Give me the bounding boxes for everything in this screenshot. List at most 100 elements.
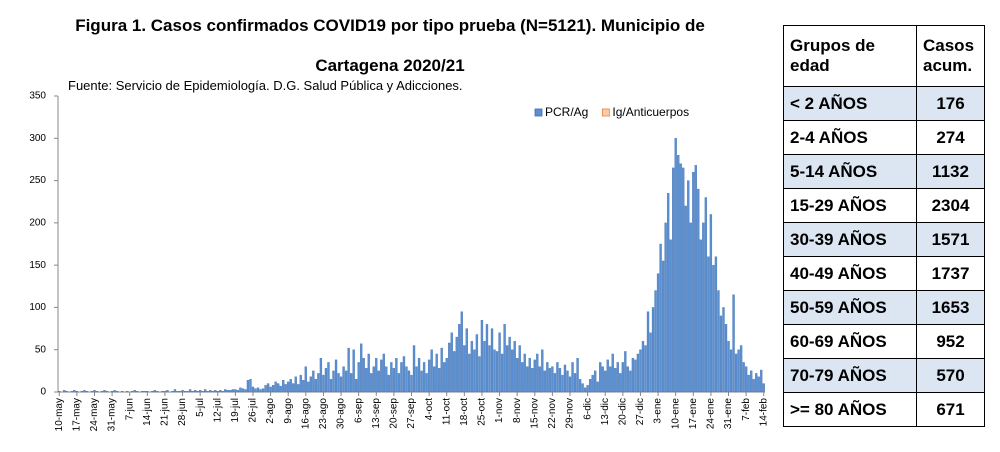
table-row: 60-69 AÑOS 952	[783, 324, 985, 359]
x-tick-label: 17-may	[72, 398, 83, 431]
bar	[287, 381, 290, 393]
table-cell: 274	[916, 120, 985, 155]
bar	[576, 358, 579, 393]
bar	[299, 374, 302, 393]
bar	[136, 391, 139, 393]
bar	[692, 171, 695, 393]
bar	[347, 347, 350, 393]
table-cell: 570	[916, 358, 985, 393]
bar	[684, 205, 687, 393]
table-row: 30-39 AÑOS 1571	[783, 222, 985, 257]
table-cell: 5-14 AÑOS	[783, 154, 917, 189]
bar	[586, 385, 589, 393]
bar	[566, 370, 569, 393]
bar	[422, 362, 426, 393]
table-cell: 1571	[916, 222, 985, 257]
bar	[312, 370, 315, 393]
x-tick-label: 4-oct	[424, 398, 435, 420]
bar	[750, 370, 753, 393]
bar	[488, 345, 491, 393]
bar	[556, 362, 559, 393]
x-tick-label: 23-ago	[318, 398, 329, 430]
x-tick-label: 11-oct	[441, 398, 452, 425]
x-tick-label: 20-sep	[389, 398, 400, 429]
legend-swatch	[534, 108, 543, 117]
bar	[611, 353, 614, 393]
bar	[216, 391, 219, 393]
table-cell: 40-49 AÑOS	[783, 256, 917, 291]
bar	[113, 390, 116, 393]
table-row: 40-49 AÑOS 1737	[783, 256, 985, 291]
x-tick-label: 21-jun	[160, 398, 171, 426]
bar	[319, 358, 323, 393]
bar	[679, 163, 682, 393]
table-row: 5-14 AÑOS 1132	[783, 154, 985, 189]
bar	[699, 239, 702, 393]
bar	[231, 389, 235, 393]
bar	[656, 273, 660, 393]
bar	[397, 373, 401, 393]
bar	[634, 359, 637, 393]
bar	[704, 197, 708, 393]
bar	[176, 391, 179, 393]
bar	[526, 366, 529, 393]
x-tick-label: 8-nov	[512, 398, 523, 423]
y-tick-label: 50	[35, 344, 47, 355]
bar	[516, 358, 519, 393]
table-row: 15-29 AÑOS 2304	[783, 188, 985, 223]
table-cell: 2304	[916, 188, 985, 223]
bar	[83, 390, 86, 393]
bar	[548, 368, 552, 393]
x-tick-label: 22-nov	[547, 398, 558, 429]
bar	[672, 167, 675, 393]
bar	[93, 390, 96, 393]
table-row: < 2 AÑOS 176	[783, 86, 985, 121]
x-tick-label: 27-sep	[406, 398, 417, 429]
bar	[510, 349, 514, 393]
bar	[682, 167, 685, 393]
x-tick-label: 3-ene	[653, 398, 664, 424]
bar	[432, 366, 436, 393]
bar	[73, 390, 76, 393]
bar	[327, 362, 330, 393]
bar	[621, 362, 625, 393]
bar	[375, 358, 378, 393]
bar	[475, 334, 479, 393]
bar	[224, 389, 227, 393]
table-header: Casos acum.	[916, 25, 985, 87]
bar	[551, 366, 554, 393]
bar	[739, 345, 743, 393]
bar	[365, 368, 368, 393]
bar	[729, 349, 733, 393]
bar	[737, 349, 740, 393]
bar	[644, 345, 647, 393]
bar	[382, 353, 385, 393]
bar	[206, 391, 209, 393]
bar	[448, 342, 451, 393]
x-tick-label: 2-ago	[265, 398, 276, 424]
bar	[241, 388, 245, 393]
bar	[513, 341, 516, 393]
bar	[581, 383, 584, 393]
bar	[483, 341, 486, 393]
bar	[186, 391, 189, 393]
bar	[410, 374, 413, 393]
bar	[697, 188, 700, 393]
bar	[639, 349, 642, 393]
bar	[443, 362, 446, 393]
bar	[131, 391, 134, 393]
bar	[455, 336, 458, 393]
bar	[214, 390, 217, 393]
bar	[58, 391, 61, 393]
bar	[105, 391, 109, 393]
bar	[460, 311, 463, 393]
table-row: 70-79 AÑOS 570	[783, 358, 985, 393]
x-tick-label: 14-jun	[142, 398, 153, 426]
table-cell: 671	[916, 392, 985, 427]
bar	[649, 332, 652, 393]
bar	[63, 390, 66, 393]
bar	[103, 390, 106, 393]
bar	[609, 366, 612, 393]
table-cell: 30-39 AÑOS	[783, 222, 917, 257]
bar	[309, 376, 313, 393]
